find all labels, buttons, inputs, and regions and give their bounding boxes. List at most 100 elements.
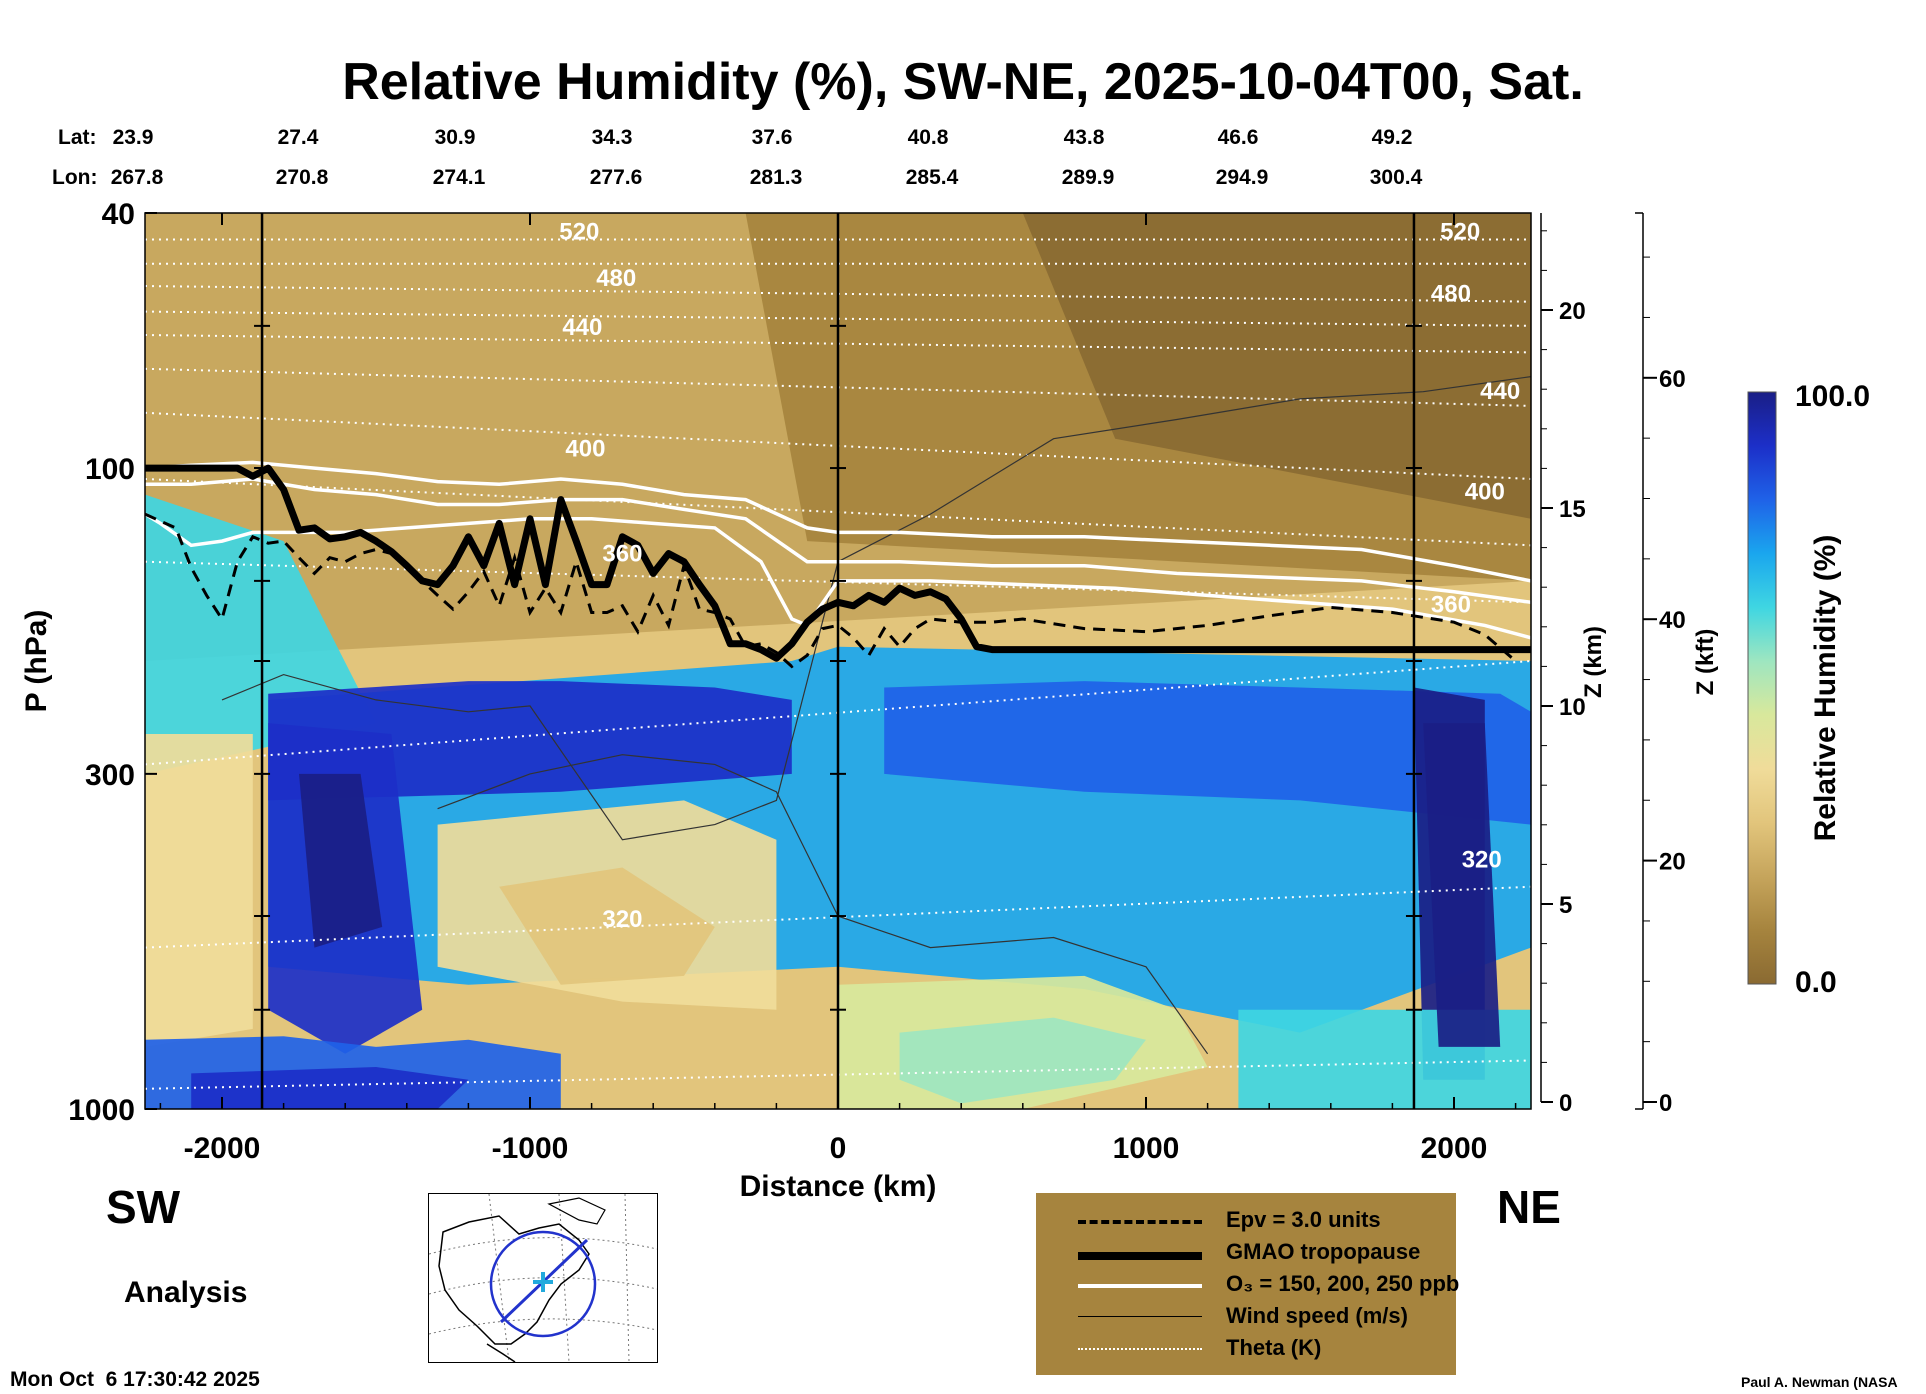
ozone-contour bbox=[145, 512, 1531, 640]
legend-label: Theta (K) bbox=[1226, 1335, 1322, 1360]
lat-label: Lat: bbox=[58, 126, 97, 149]
axes: -2000 -1000 0 1000 2000401003001000Distance … bbox=[20, 198, 1719, 1203]
kft-tick-label: 40 bbox=[1659, 607, 1686, 634]
lon-value: 285.4 bbox=[905, 166, 959, 189]
kft-tick-label: 0 bbox=[1659, 1090, 1672, 1117]
legend-line-sample bbox=[1078, 1348, 1202, 1350]
ne-label: NE bbox=[1497, 1181, 1561, 1233]
locator-map-drawing bbox=[429, 1194, 657, 1362]
colorbar-min-label: 0.0 bbox=[1795, 966, 1837, 999]
km-tick-label: 10 bbox=[1559, 694, 1586, 721]
x-axis-label: Distance (km) bbox=[740, 1170, 937, 1203]
lat-value: 49.2 bbox=[1371, 126, 1413, 149]
theta-label: 360 bbox=[602, 541, 642, 568]
theta-label: 520 bbox=[559, 219, 599, 246]
x-tick-label: 1000 bbox=[1113, 1132, 1180, 1165]
lat-value: 27.4 bbox=[277, 126, 319, 149]
lon-value: 267.8 bbox=[110, 166, 164, 189]
lat-value: 23.9 bbox=[112, 126, 154, 149]
legend-label: O₃ = 150, 200, 250 ppb bbox=[1226, 1271, 1460, 1296]
legend-line-sample bbox=[1078, 1284, 1202, 1288]
lon-label: Lon: bbox=[52, 166, 98, 189]
ozone-contour bbox=[145, 460, 1531, 583]
field-region bbox=[145, 734, 253, 1047]
field-region bbox=[1423, 723, 1501, 1047]
legend-line-sample bbox=[1078, 1220, 1202, 1224]
y-tick-label: 1000 bbox=[68, 1094, 135, 1127]
legend-label: Epv = 3.0 units bbox=[1226, 1207, 1381, 1232]
theta-label: 320 bbox=[1462, 847, 1502, 874]
y-tick-label: 100 bbox=[85, 453, 135, 486]
km-tick-label: 0 bbox=[1559, 1090, 1572, 1117]
theta-label: 400 bbox=[1465, 479, 1505, 506]
wind-speed-contour bbox=[221, 376, 1531, 841]
y-axis-label: P (hPa) bbox=[20, 610, 53, 713]
legend-item: Theta (K) bbox=[1036, 1333, 1456, 1365]
field-region bbox=[191, 1067, 469, 1109]
colorbar: 100.0 0.0 Relative Humidity (%) bbox=[1747, 380, 1870, 999]
colorbar-title: Relative Humidity (%) bbox=[1809, 535, 1842, 842]
lat-value: 34.3 bbox=[591, 126, 633, 149]
field-region bbox=[1022, 213, 1531, 519]
legend-line-sample bbox=[1078, 1252, 1202, 1260]
legend-label: Wind speed (m/s) bbox=[1226, 1303, 1408, 1328]
lon-value: 270.8 bbox=[275, 166, 329, 189]
km-tick-label: 20 bbox=[1559, 298, 1586, 325]
tropopause-line bbox=[145, 464, 1531, 662]
lon-value: 300.4 bbox=[1369, 166, 1423, 189]
x-tick-label: 2000 bbox=[1421, 1132, 1488, 1165]
contour-overlays: 520 480 440 400 360 320 520 480 440 400 360 320 bbox=[145, 213, 1531, 1109]
km-tick-label: 15 bbox=[1559, 496, 1586, 523]
theta-label: 440 bbox=[562, 314, 602, 341]
y-tick-label: 300 bbox=[85, 759, 135, 792]
lon-value: 294.9 bbox=[1215, 166, 1269, 189]
theta-label: 480 bbox=[596, 265, 636, 292]
kft-tick-label: 20 bbox=[1659, 849, 1686, 876]
field-region bbox=[499, 867, 715, 985]
lat-value: 30.9 bbox=[434, 126, 476, 149]
lat-value: 40.8 bbox=[907, 126, 949, 149]
legend-item: O₃ = 150, 200, 250 ppb bbox=[1036, 1269, 1460, 1301]
legend-item: GMAO tropopause bbox=[1036, 1237, 1456, 1269]
lon-value: 281.3 bbox=[749, 166, 803, 189]
lon-value: 289.9 bbox=[1061, 166, 1115, 189]
x-tick-label: -2000 bbox=[184, 1132, 261, 1165]
theta-label: 320 bbox=[602, 906, 642, 933]
lon-value: 277.6 bbox=[589, 166, 643, 189]
theta-label: 480 bbox=[1431, 281, 1471, 308]
kft-axis-label: Z (kft) bbox=[1692, 629, 1719, 696]
legend-item: Wind speed (m/s) bbox=[1036, 1301, 1456, 1333]
field-region bbox=[899, 1017, 1146, 1104]
legend: Epv = 3.0 units GMAO tropopause O₃ = 150, … bbox=[1036, 1193, 1460, 1375]
analysis-label: Analysis bbox=[124, 1276, 248, 1309]
theta-label: 520 bbox=[1440, 219, 1480, 246]
kft-tick-label: 60 bbox=[1659, 366, 1686, 393]
ozone-contour bbox=[145, 477, 1531, 605]
legend-label: GMAO tropopause bbox=[1226, 1239, 1421, 1264]
x-tick-label: -1000 bbox=[492, 1132, 569, 1165]
field-region bbox=[268, 681, 792, 801]
theta-label: 360 bbox=[1431, 591, 1471, 618]
x-tick-label: 0 bbox=[830, 1132, 847, 1165]
km-tick-label: 5 bbox=[1559, 892, 1572, 919]
km-axis-label: Z (km) bbox=[1580, 626, 1607, 698]
colorbar-max-label: 100.0 bbox=[1795, 380, 1870, 413]
wind-speed-contour bbox=[437, 754, 1209, 1055]
field-region bbox=[884, 681, 1531, 825]
sw-label: SW bbox=[106, 1181, 181, 1233]
theta-label: 440 bbox=[1480, 378, 1520, 405]
field-region bbox=[299, 773, 383, 948]
lat-value: 43.8 bbox=[1063, 126, 1105, 149]
legend-line-sample bbox=[1078, 1316, 1202, 1317]
epv-line bbox=[145, 512, 1517, 669]
credit: Paul A. Newman (NASA bbox=[1741, 1374, 1898, 1390]
chart-title: Relative Humidity (%), SW-NE, 2025-10-04… bbox=[342, 53, 1584, 111]
lat-value: 46.6 bbox=[1217, 126, 1259, 149]
colorbar-scale bbox=[1747, 391, 1777, 985]
y-tick-label: 40 bbox=[102, 198, 135, 231]
timestamp: Mon Oct 6 17:30:42 2025 bbox=[10, 1368, 260, 1391]
lon-value: 274.1 bbox=[432, 166, 486, 189]
locator-map bbox=[428, 1193, 658, 1363]
lat-value: 37.6 bbox=[751, 126, 793, 149]
